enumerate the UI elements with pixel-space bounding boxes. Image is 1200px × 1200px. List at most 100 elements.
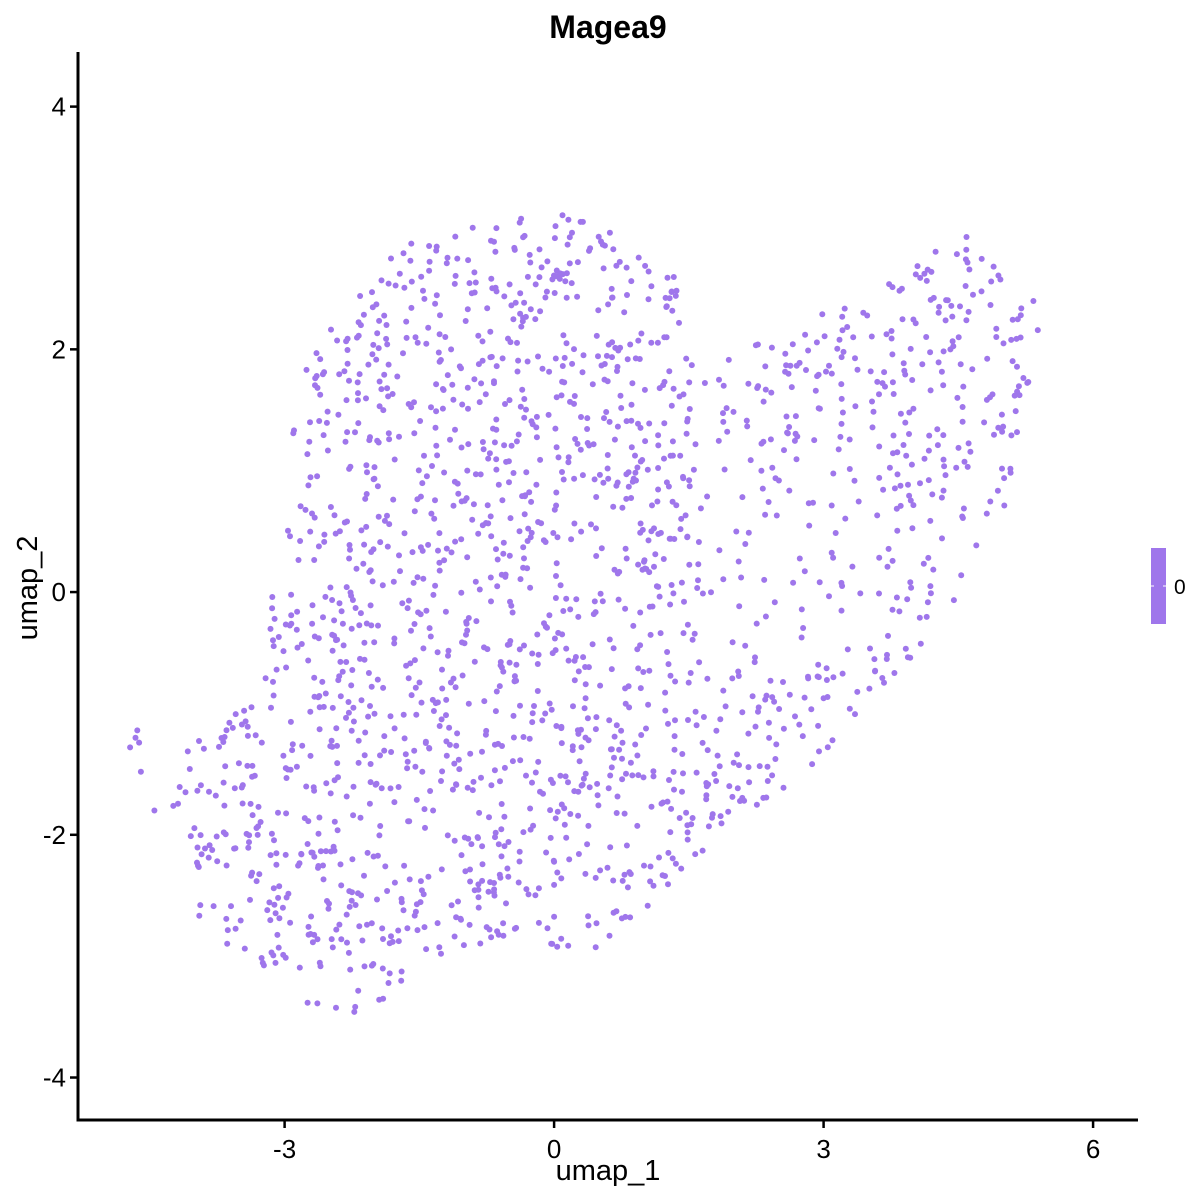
data-point <box>375 345 382 352</box>
data-point <box>477 471 484 478</box>
data-point <box>773 512 780 519</box>
data-point <box>634 646 641 653</box>
data-point <box>550 857 557 864</box>
data-point <box>561 354 568 361</box>
data-point <box>305 657 312 664</box>
data-point <box>669 855 676 862</box>
data-point <box>414 927 421 934</box>
data-point <box>320 862 326 869</box>
data-point <box>347 546 353 553</box>
data-point <box>367 602 374 609</box>
data-point <box>565 942 572 949</box>
data-point <box>243 830 250 837</box>
data-point <box>595 802 602 809</box>
data-point <box>983 510 990 517</box>
data-point <box>436 530 443 537</box>
data-point <box>417 899 424 906</box>
data-point <box>480 446 487 453</box>
data-point <box>427 788 434 794</box>
data-point <box>855 498 862 505</box>
data-point <box>879 675 886 681</box>
data-point <box>270 643 277 650</box>
data-point <box>247 800 254 807</box>
data-point <box>338 936 345 943</box>
data-point <box>506 479 512 486</box>
data-point <box>889 606 896 613</box>
data-point <box>646 667 653 674</box>
data-point <box>391 725 398 732</box>
data-point <box>287 533 293 540</box>
data-point <box>647 863 654 870</box>
data-point <box>693 722 700 729</box>
data-point <box>187 833 194 840</box>
data-point <box>411 657 418 664</box>
data-point <box>984 355 991 362</box>
data-point <box>897 410 904 417</box>
data-point <box>624 356 631 363</box>
data-point <box>1012 408 1019 415</box>
data-point <box>414 496 421 503</box>
data-point <box>463 495 470 502</box>
data-point <box>844 324 851 330</box>
data-point <box>546 700 553 707</box>
data-point <box>521 232 528 239</box>
data-point <box>447 436 453 443</box>
data-point <box>874 512 881 519</box>
data-point <box>493 456 500 463</box>
data-point <box>479 439 486 445</box>
data-point <box>819 311 826 318</box>
data-point <box>957 361 964 368</box>
data-point <box>689 636 696 643</box>
data-point <box>739 709 746 716</box>
data-point <box>513 677 520 684</box>
data-point <box>654 498 661 505</box>
data-point <box>307 474 314 481</box>
data-point <box>998 411 1005 418</box>
data-point <box>673 502 680 509</box>
data-point <box>347 966 354 973</box>
data-point <box>197 782 204 789</box>
data-point <box>628 401 635 408</box>
data-point <box>548 706 555 713</box>
data-point <box>369 351 376 358</box>
data-point <box>354 397 361 404</box>
data-point <box>745 730 752 737</box>
data-point <box>284 766 291 773</box>
data-point <box>940 348 947 355</box>
data-point <box>303 783 310 790</box>
data-point <box>345 709 352 716</box>
data-point <box>571 520 578 527</box>
data-point <box>995 272 1002 279</box>
data-point <box>438 778 444 784</box>
data-point <box>517 576 524 583</box>
data-point <box>792 430 799 437</box>
data-point <box>396 270 403 277</box>
data-point <box>544 925 551 932</box>
data-point <box>618 405 625 411</box>
data-point <box>551 635 558 642</box>
data-point <box>343 793 350 800</box>
data-point <box>838 354 845 361</box>
data-point <box>327 790 334 797</box>
data-point <box>386 940 393 947</box>
data-point <box>439 666 445 673</box>
data-point <box>241 945 248 952</box>
data-point <box>328 326 334 333</box>
data-point <box>528 418 535 425</box>
data-point <box>940 382 947 389</box>
data-point <box>309 602 316 609</box>
data-point <box>367 761 374 767</box>
data-point <box>635 254 642 261</box>
data-point <box>959 513 966 520</box>
data-point <box>355 987 362 994</box>
data-point <box>939 535 945 542</box>
data-point <box>614 793 621 800</box>
data-point <box>370 853 377 860</box>
data-point <box>500 550 507 557</box>
data-point <box>222 763 229 770</box>
data-point <box>485 888 492 895</box>
data-point <box>563 645 570 652</box>
data-point <box>200 745 207 752</box>
data-point <box>471 658 478 665</box>
data-point <box>451 760 458 767</box>
